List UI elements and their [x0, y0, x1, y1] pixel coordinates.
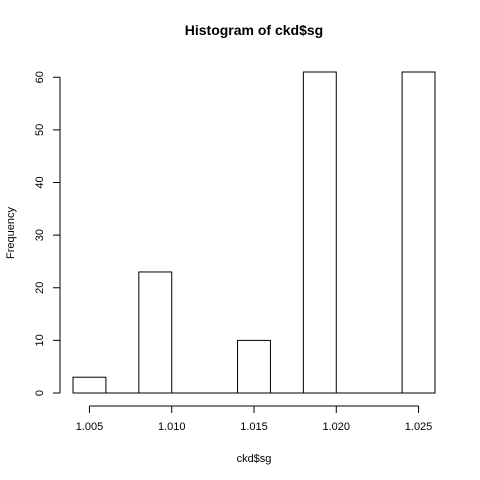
- histogram-bar: [237, 339, 271, 394]
- x-axis-label: ckd$sg: [237, 453, 272, 465]
- histogram-bar: [401, 71, 436, 394]
- x-tick-label: 1.010: [158, 421, 186, 433]
- histogram-bar: [138, 271, 173, 394]
- y-tick-label: 0: [34, 390, 46, 396]
- y-tick-label: 60: [34, 71, 46, 83]
- x-tick-label: 1.015: [240, 421, 268, 433]
- y-tick-label: 30: [34, 229, 46, 241]
- x-tick-label: 1.025: [405, 421, 433, 433]
- y-tick-label: 50: [34, 124, 46, 136]
- y-axis-label: Frequency: [5, 207, 17, 259]
- y-tick-label: 20: [34, 282, 46, 294]
- x-tick-label: 1.020: [323, 421, 351, 433]
- bars: [72, 71, 436, 394]
- y-tick-label: 10: [34, 334, 46, 346]
- x-axis: 1.005 1.010 1.015 1.020 1.025: [76, 405, 433, 433]
- x-tick-label: 1.005: [76, 421, 104, 433]
- chart-title: Histogram of ckd$sg: [185, 22, 323, 38]
- histogram-bar: [72, 376, 107, 394]
- y-tick-label: 40: [34, 176, 46, 188]
- histogram-bar: [302, 71, 337, 394]
- y-axis: 0 10 20 30 40 50 60: [34, 71, 61, 396]
